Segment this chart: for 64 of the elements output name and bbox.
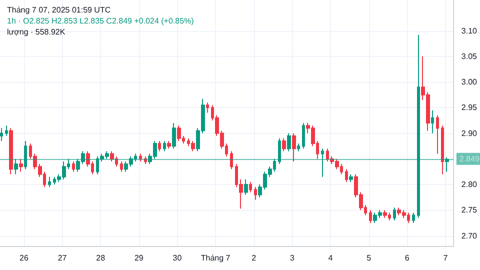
y-tick-label: 2.70 [461, 231, 478, 240]
candlestick [172, 122, 176, 150]
candlestick [158, 140, 161, 152]
y-tick-label: 2.75 [461, 206, 478, 215]
x-tick-label: 2 [252, 254, 257, 262]
x-tick-label: 4 [328, 254, 334, 262]
candlestick [349, 174, 353, 182]
x-tick-label: Tháng 7 [200, 254, 231, 262]
y-tick-label: 3.05 [461, 52, 478, 61]
candlestick [297, 143, 300, 152]
candlestick [321, 148, 324, 178]
candlestick [445, 156, 449, 172]
candlestick [302, 122, 305, 150]
candlestick [144, 156, 147, 164]
candlestick [191, 140, 195, 152]
candlestick [412, 212, 415, 224]
candlestick [287, 132, 291, 152]
candlestick [383, 210, 387, 218]
x-tick-label: 27 [58, 254, 68, 262]
candlestick [139, 153, 142, 162]
x-tick-label: 7 [443, 254, 448, 262]
candlestick [292, 132, 296, 162]
candlestick [177, 125, 181, 142]
candlestick [436, 114, 439, 154]
y-tick-label: 2.90 [461, 128, 478, 138]
candlestick [19, 158, 23, 172]
candlestick [441, 125, 444, 175]
candlestick [254, 186, 257, 200]
candlestick [369, 210, 372, 224]
y-tick-label: 3.00 [461, 78, 478, 86]
candlestick [206, 102, 209, 114]
candlestick [72, 160, 75, 172]
candlestick [48, 176, 51, 188]
candlestick [120, 160, 123, 172]
candlestick [24, 140, 27, 170]
x-tick-label: 6 [404, 254, 410, 262]
candlestick [230, 150, 233, 170]
annotation: 1h · O2.825 H2.853 L2.835 C2.849 +0.024 (+0.85%) [7, 16, 194, 26]
candlestick [431, 110, 434, 134]
candlestick [278, 138, 281, 164]
candlestick [345, 168, 348, 182]
candlestick [14, 158, 18, 175]
candlestick [282, 138, 286, 152]
x-tick-label: 5 [366, 254, 372, 262]
y-tick-label: 3.10 [461, 26, 478, 36]
candlestick [417, 34, 420, 218]
candlestick [5, 125, 8, 136]
candlestick [244, 178, 248, 196]
candlestick [249, 181, 252, 193]
annotation: lượng · 558.92K [7, 28, 66, 36]
x-tick-label: 26 [19, 254, 29, 262]
candlestick [167, 140, 171, 150]
candlestick [163, 140, 166, 152]
candlestick [0, 128, 3, 142]
candlestick [9, 128, 13, 175]
text: Tháng 7 07, 2025 01:59 UTC [7, 6, 111, 14]
x-tick-label: 30 [172, 254, 182, 262]
ref-line-label: 2.849 [459, 154, 480, 164]
x-tick-label: 29 [134, 254, 144, 262]
candlestick [393, 207, 396, 221]
x-tick-label: 3 [290, 254, 295, 262]
y-tick-label: 2.95 [461, 103, 478, 112]
y-tick-label: 2.80 [461, 180, 478, 189]
x-tick-label: 28 [96, 254, 106, 262]
